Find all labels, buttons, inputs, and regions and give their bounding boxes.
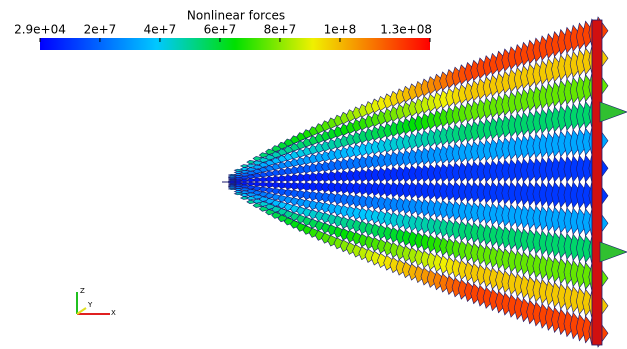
- colorbar-tick-label: 1.3e+08: [380, 23, 432, 37]
- colorbar-tick-label: 2.9e+04: [14, 23, 66, 37]
- colorbar-tick-label: 6e+7: [204, 23, 237, 37]
- orientation-axes: Z Y X: [76, 287, 116, 317]
- mesh-render: [222, 16, 627, 348]
- green-spike: [599, 241, 627, 263]
- colorbar-tick-label: 4e+7: [144, 23, 177, 37]
- y-label: Y: [87, 301, 93, 309]
- colorbar-ticks: 2.9e+04 2e+7 4e+7 6e+7 8e+7 1e+8 1.3e+08: [14, 23, 432, 42]
- colorbar-tick-label: 2e+7: [84, 23, 117, 37]
- z-label: Z: [80, 287, 85, 295]
- colorbar-title: Nonlinear forces: [187, 9, 285, 23]
- x-label: X: [111, 309, 116, 317]
- green-spike: [599, 101, 627, 123]
- colorbar: [40, 38, 430, 50]
- y-axis: [76, 307, 87, 315]
- colorbar-tick-label: 8e+7: [264, 23, 297, 37]
- end-plate: [591, 19, 603, 346]
- colorbar-tick-label: 1e+8: [324, 23, 357, 37]
